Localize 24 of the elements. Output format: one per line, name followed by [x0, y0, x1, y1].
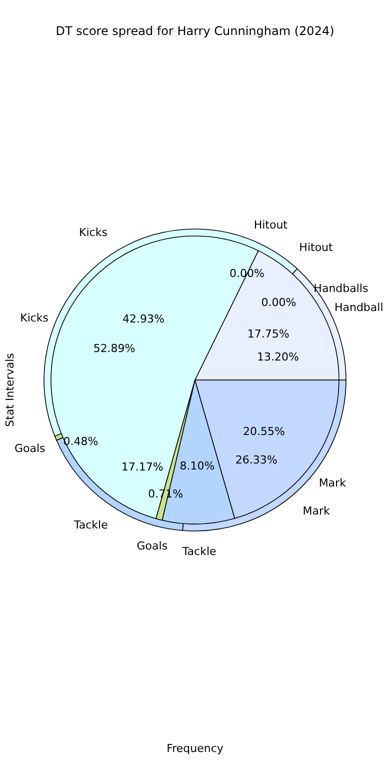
category-label: Tackle: [74, 518, 108, 532]
text: Stat Intervals: [4, 353, 16, 427]
category-label: Handball: [334, 300, 384, 314]
slice-label: Handballs: [314, 282, 368, 295]
data-label: 17.75%: [247, 327, 290, 340]
text: 17.17%: [121, 460, 164, 474]
data-label: 8.10%: [180, 459, 215, 472]
data-label: 52.89%: [93, 342, 136, 356]
slice-label: Goals: [136, 540, 168, 553]
slice-label: Kicks: [20, 312, 49, 325]
text: Frequency: [166, 742, 224, 755]
chart-title: DT score spread for Harry Cunningham (2024): [56, 24, 334, 38]
category-label: Goals: [14, 442, 46, 456]
text: 0.00%: [261, 296, 296, 309]
text: 26.33%: [235, 454, 278, 467]
slice-label: Tackle: [181, 544, 216, 558]
category-label: Mark: [302, 504, 330, 518]
category-label: Hitout: [254, 218, 288, 232]
category-label: Kicks: [79, 226, 108, 239]
text: 42.93%: [122, 312, 164, 326]
category-label: Hitout: [299, 241, 333, 254]
text: 13.20%: [256, 350, 299, 364]
data-label: 20.55%: [243, 424, 285, 438]
slice-label: Mark: [318, 476, 347, 490]
